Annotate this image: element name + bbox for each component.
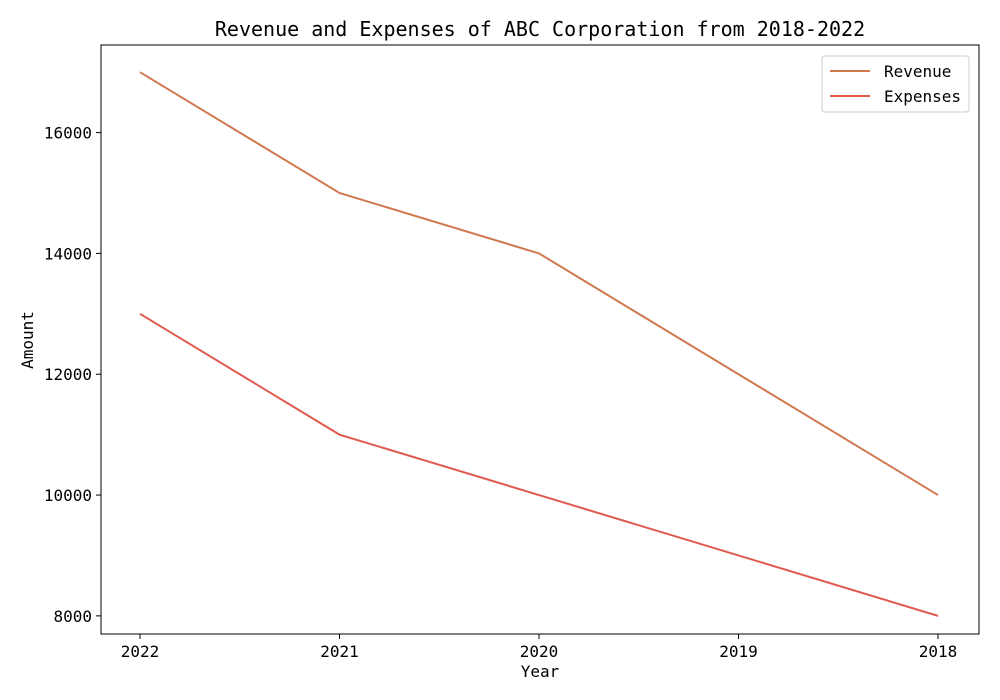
x-tick-label: 2019 <box>719 642 758 661</box>
y-tick-label: 16000 <box>44 124 92 143</box>
x-tick-label: 2021 <box>320 642 359 661</box>
legend-label-expenses: Expenses <box>884 87 961 106</box>
series-lines <box>139 71 939 617</box>
y-axis: 8000 10000 12000 14000 16000 <box>44 124 101 626</box>
y-tick-label: 12000 <box>44 365 92 384</box>
x-tick-label: 2020 <box>520 642 559 661</box>
x-tick-label: 2022 <box>121 642 160 661</box>
plot-area <box>100 44 980 635</box>
y-tick-label: 10000 <box>44 486 92 505</box>
y-tick-label: 8000 <box>53 607 92 626</box>
x-tick-label: 2018 <box>919 642 958 661</box>
x-axis-label: Year <box>521 662 560 681</box>
legend: Revenue Expenses <box>821 55 970 113</box>
y-tick-label: 14000 <box>44 244 92 263</box>
chart-title: Revenue and Expenses of ABC Corporation … <box>215 17 865 41</box>
x-axis: 2022 2021 2020 2019 2018 <box>121 634 958 661</box>
y-axis-label: Amount <box>18 311 37 369</box>
series-line-expenses <box>139 312 939 617</box>
series-line-revenue <box>139 71 939 496</box>
legend-label-revenue: Revenue <box>884 62 951 81</box>
